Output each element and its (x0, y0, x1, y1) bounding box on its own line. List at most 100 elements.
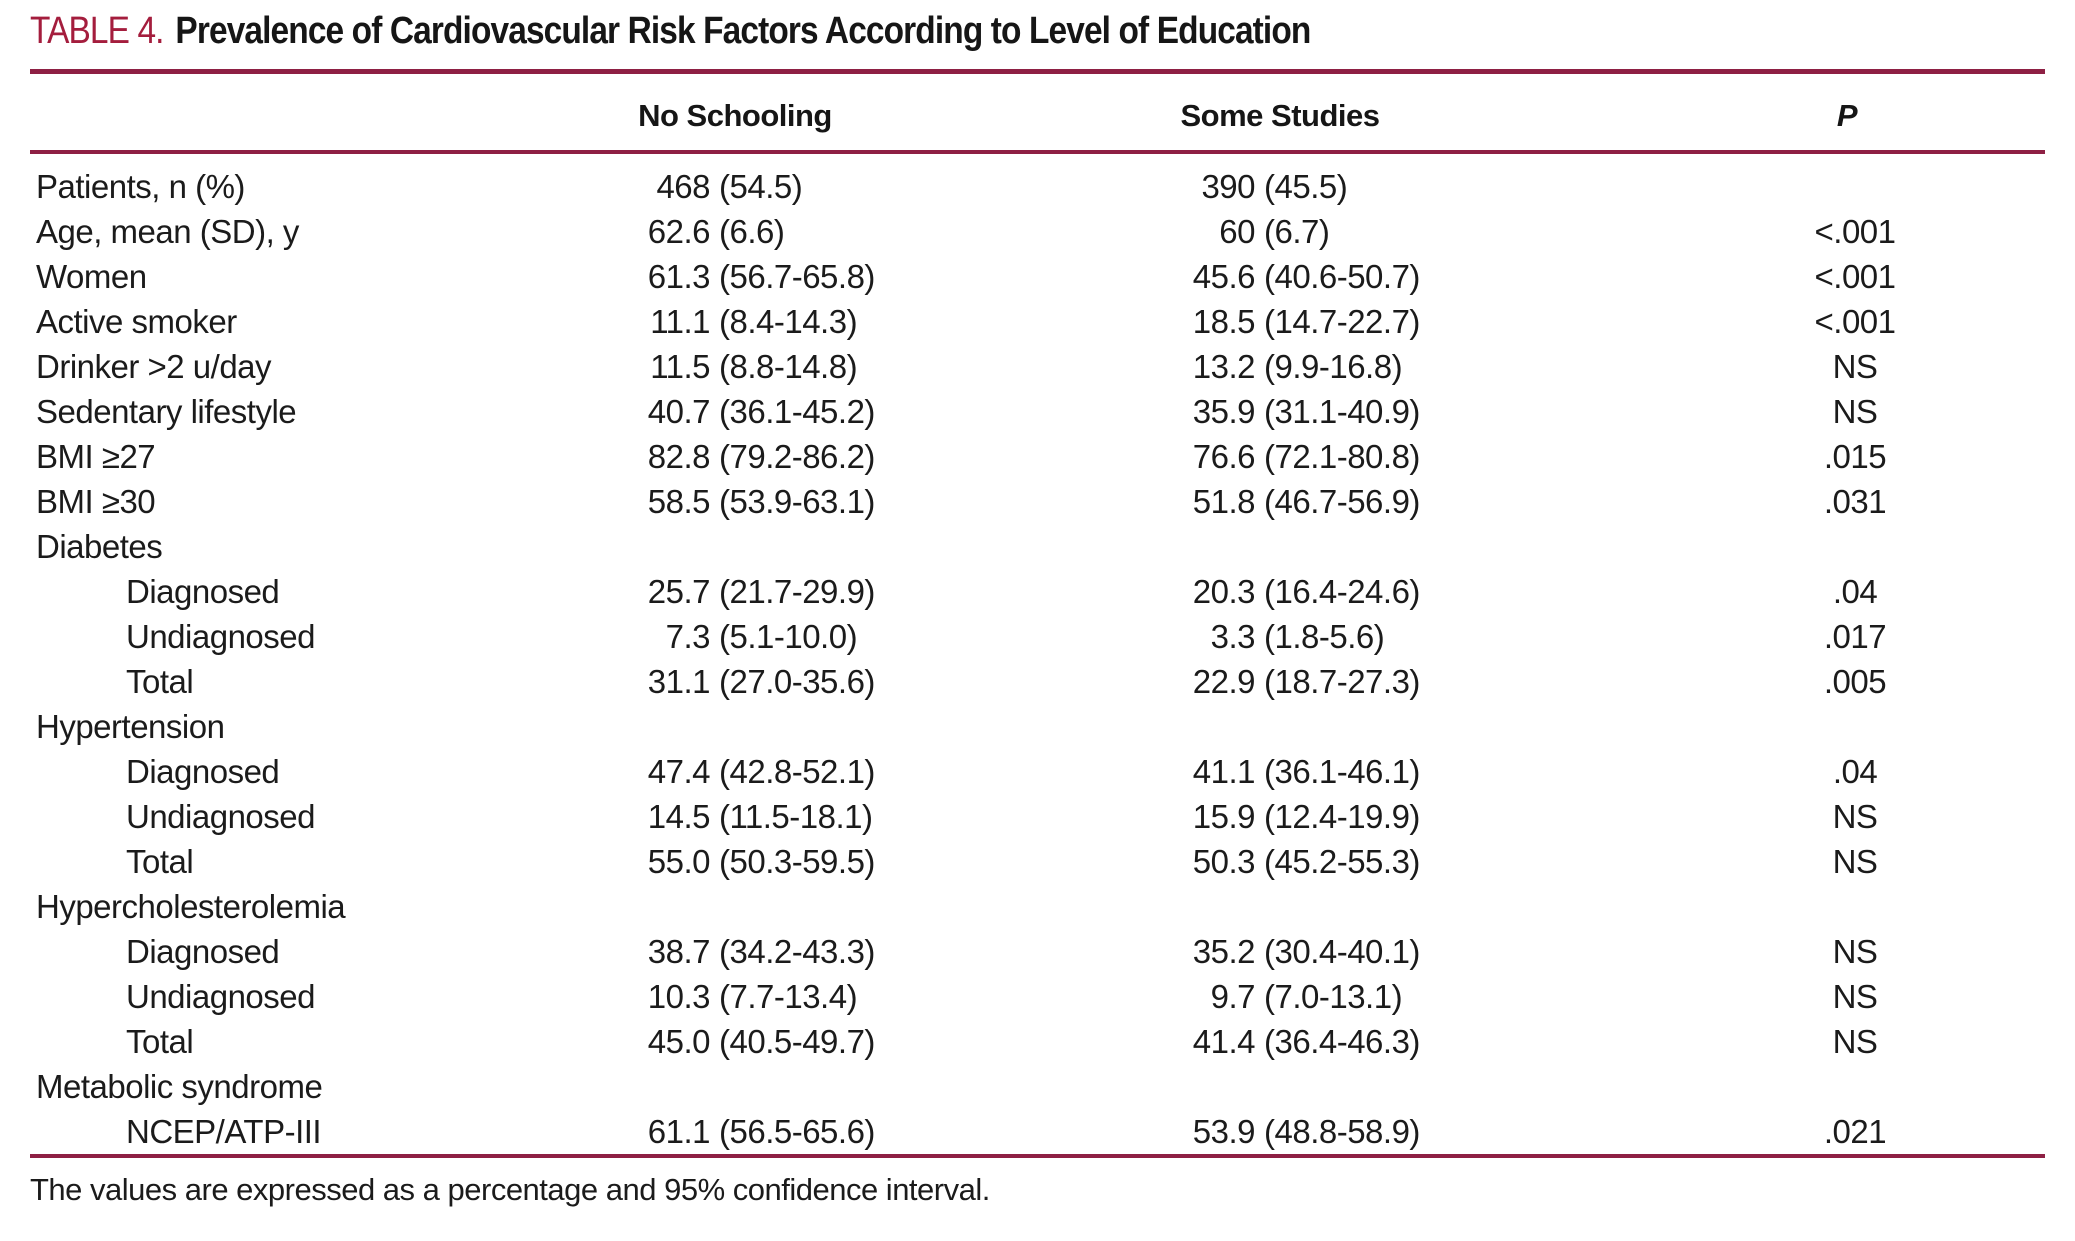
p-value-cell: NS (1832, 392, 1878, 430)
table-row: Undiagnosed 10.3 (7.7-13.4) 9.7 (7.0-13.1) NS (30, 974, 2045, 1019)
p-value-cell: <.001 (1814, 302, 1897, 340)
table-row: Undiagnosed 7.3 (5.1-10.0) 3.3 (1.8-5.6) .017 (30, 614, 2045, 659)
p-value-cell: .015 (1823, 437, 1887, 475)
column-no-schooling: No Schooling (638, 98, 832, 133)
table-row: Diagnosed 38.7 (34.2-43.3) 35.2 (30.4-40.1) N… (30, 929, 2045, 974)
some-studies-cell: 3.3 (1.8-5.6) (1210, 617, 1385, 655)
table-header: No Schooling Some Studies P (30, 74, 2045, 152)
p-value-cell (1665, 524, 2045, 569)
table-row: Hypertension (30, 704, 2045, 749)
some-studies-cell: 390 (45.5) (1201, 167, 1348, 205)
table-title: TABLE 4. Prevalence of Cardiovascular Ri… (30, 0, 1803, 62)
some-studies-cell (1055, 524, 1665, 569)
no-schooling-cell: 55.0 (50.3-59.5) (647, 842, 876, 880)
some-studies-cell: 22.9 (18.7-27.3) (1192, 662, 1421, 700)
table-row: Women 61.3 (56.7-65.8) 45.6 (40.6-50.7) <.001 (30, 254, 2045, 299)
no-schooling-cell: 11.5 (8.8-14.8) (650, 347, 858, 385)
no-schooling-cell: 14.5 (11.5-18.1) (647, 797, 873, 835)
section-label-cell: Metabolic syndrome (36, 1067, 323, 1105)
some-studies-cell: 20.3 (16.4-24.6) (1192, 572, 1421, 610)
p-value-cell: .021 (1823, 1112, 1887, 1150)
row-label-cell: NCEP/ATP-III (126, 1112, 322, 1150)
table-row: Total 45.0 (40.5-49.7) 41.4 (36.4-46.3) NS (30, 1019, 2045, 1064)
some-studies-cell: 51.8 (46.7-56.9) (1192, 482, 1421, 520)
table-row: Metabolic syndrome (30, 1064, 2045, 1109)
some-studies-cell: 60 (6.7) (1219, 212, 1330, 250)
some-studies-cell: 45.6 (40.6-50.7) (1192, 257, 1421, 295)
row-label-cell: Undiagnosed (126, 797, 316, 835)
some-studies-cell: 13.2 (9.9-16.8) (1192, 347, 1403, 385)
table-row: BMI ≥27 82.8 (79.2-86.2) 76.6 (72.1-80.8) .01… (30, 434, 2045, 479)
p-value-cell: <.001 (1814, 212, 1897, 250)
table-row: Patients, n (%) 468 (54.5) 390 (45.5) (30, 152, 2045, 209)
some-studies-cell (1055, 884, 1665, 929)
row-label-cell: BMI ≥30 (36, 482, 156, 520)
table-row: Active smoker 11.1 (8.4-14.3) 18.5 (14.7-22.… (30, 299, 2045, 344)
p-value-cell: .031 (1823, 482, 1887, 520)
table-row: Diagnosed 47.4 (42.8-52.1) 41.1 (36.1-46.1).… (30, 749, 2045, 794)
p-value-cell: .005 (1823, 662, 1887, 700)
no-schooling-cell: 468 (54.5) (656, 167, 803, 205)
no-schooling-cell: 40.7 (36.1-45.2) (647, 392, 876, 430)
table-row: Age, mean (SD), y 62.6 (6.6) 60 (6.7) <.001 (30, 209, 2045, 254)
row-label-cell: Total (126, 842, 194, 880)
row-label-cell: Sedentary lifestyle (36, 392, 297, 430)
no-schooling-cell (510, 704, 1055, 749)
table-row: Total 55.0 (50.3-59.5) 50.3 (45.2-55.3) NS (30, 839, 2045, 884)
no-schooling-cell: 61.3 (56.7-65.8) (647, 257, 876, 295)
p-value-cell: .017 (1823, 617, 1887, 655)
table-row: BMI ≥30 58.5 (53.9-63.1) 51.8 (46.7-56.9) .03… (30, 479, 2045, 524)
p-value-cell (1665, 704, 2045, 749)
p-value-cell: <.001 (1814, 257, 1897, 295)
table-row: Drinker >2 u/day 11.5 (8.8-14.8) 13.2 (9.9-1… (30, 344, 2045, 389)
some-studies-cell (1055, 1064, 1665, 1109)
no-schooling-cell: 31.1 (27.0-35.6) (647, 662, 876, 700)
risk-factors-table: No Schooling Some Studies P Patients, n … (30, 74, 2045, 1158)
table-row: Diabetes (30, 524, 2045, 569)
some-studies-cell: 15.9 (12.4-19.9) (1192, 797, 1421, 835)
table-number: TABLE 4. (30, 10, 164, 52)
table-body: Patients, n (%) 468 (54.5) 390 (45.5) Age, me… (30, 152, 2045, 1156)
row-label-cell: Undiagnosed (126, 617, 316, 655)
section-label-cell: Hypercholesterolemia (36, 887, 346, 925)
row-label-cell: Active smoker (36, 302, 237, 340)
no-schooling-cell (510, 884, 1055, 929)
p-value-cell: NS (1832, 797, 1878, 835)
row-label-cell: Diagnosed (126, 572, 280, 610)
p-value-cell (1665, 152, 2045, 209)
some-studies-cell: 76.6 (72.1-80.8) (1192, 437, 1421, 475)
table-footnote: The values are expressed as a percentage… (30, 1172, 990, 1207)
no-schooling-cell: 47.4 (42.8-52.1) (647, 752, 876, 790)
column-some-studies: Some Studies (1180, 98, 1381, 133)
table-row: Undiagnosed 14.5 (11.5-18.1) 15.9 (12.4-19.9… (30, 794, 2045, 839)
some-studies-cell: 50.3 (45.2-55.3) (1192, 842, 1421, 880)
row-label-cell: Total (126, 662, 194, 700)
table-row: Diagnosed 25.7 (21.7-29.9) 20.3 (16.4-24.6).… (30, 569, 2045, 614)
p-value-cell: NS (1832, 977, 1878, 1015)
row-label-cell: Drinker >2 u/day (36, 347, 272, 385)
no-schooling-cell: 7.3 (5.1-10.0) (665, 617, 858, 655)
p-value-cell: NS (1832, 842, 1878, 880)
no-schooling-cell: 61.1 (56.5-65.6) (647, 1112, 876, 1150)
some-studies-cell: 53.9 (48.8-58.9) (1192, 1112, 1421, 1150)
no-schooling-cell: 45.0 (40.5-49.7) (647, 1022, 876, 1060)
some-studies-cell: 41.4 (36.4-46.3) (1192, 1022, 1421, 1060)
some-studies-cell: 41.1 (36.1-46.1) (1192, 752, 1421, 790)
table-row: NCEP/ATP-III 61.1 (56.5-65.6) 53.9 (48.8-58.… (30, 1109, 2045, 1156)
some-studies-cell: 9.7 (7.0-13.1) (1210, 977, 1403, 1015)
row-label-cell: Diagnosed (126, 752, 280, 790)
some-studies-cell: 35.2 (30.4-40.1) (1192, 932, 1421, 970)
p-value-cell: NS (1832, 347, 1878, 385)
no-schooling-cell: 62.6 (6.6) (647, 212, 785, 250)
p-value-cell (1665, 884, 2045, 929)
table-row: Sedentary lifestyle 40.7 (36.1-45.2) 35.9 (3… (30, 389, 2045, 434)
row-label-cell: Diagnosed (126, 932, 280, 970)
row-label-cell: Undiagnosed (126, 977, 316, 1015)
p-value-cell: NS (1832, 1022, 1878, 1060)
row-label-cell: Patients, n (%) (36, 167, 245, 205)
section-label-cell: Hypertension (36, 707, 225, 745)
p-value-cell: .04 (1832, 572, 1878, 610)
no-schooling-cell: 58.5 (53.9-63.1) (647, 482, 876, 520)
some-studies-cell: 18.5 (14.7-22.7) (1192, 302, 1421, 340)
